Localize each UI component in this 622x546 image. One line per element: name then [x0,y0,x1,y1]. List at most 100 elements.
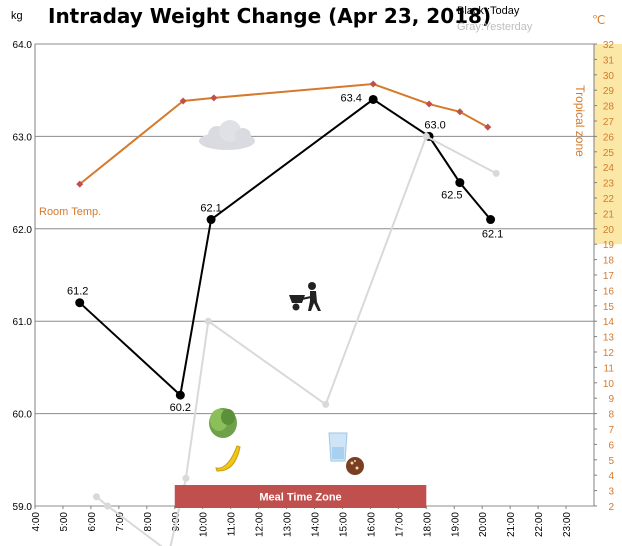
room-temp-label: Room Temp. [39,206,101,218]
yesterday-point-6 [422,132,430,140]
data-label-0: 61.2 [67,286,88,298]
lettuce-icon [209,408,237,438]
left-axis-unit: kg [11,10,23,22]
temp-point-4 [425,100,433,108]
data-label-2: 62.1 [200,203,221,215]
data-label-3: 63.4 [340,92,361,104]
meal-time-zone: Meal Time Zone [174,485,427,508]
temp-point-2 [210,94,218,102]
y2-tick-label-16: 18 [603,256,615,267]
series-line-yesterday [95,134,497,546]
y2-tick-label-18: 20 [603,225,615,236]
y2-tick-label-6: 8 [608,410,614,421]
legend-yesterday: Gray:Yesterday [457,21,533,33]
y2-tick-label-15: 17 [603,271,615,282]
x-tick-label-7: 11:00 [227,512,238,537]
y-tick-label-0: 59.0 [13,502,33,513]
yesterday-point-0 [92,493,100,501]
y2-tick-label-26: 28 [603,102,615,113]
temp-point-1 [179,97,187,105]
tropical-zone-band [594,44,622,245]
axes: 59.060.061.062.063.064.02345678910111213… [13,40,615,537]
x-tick-label-15: 19:00 [450,512,461,537]
today-point-0 [75,298,85,308]
y2-tick-label-1: 3 [608,487,614,498]
x-tick-label-2: 6:00 [87,512,98,532]
wheelbarrow-worker-icon [289,282,321,311]
series-line-today [79,98,492,398]
x-tick-label-17: 21:00 [506,512,517,537]
y2-tick-label-2: 4 [608,471,614,482]
y2-tick-label-11: 13 [603,333,615,344]
y2-tick-label-22: 24 [603,163,615,174]
y2-tick-label-9: 11 [604,363,615,374]
y-tick-label-2: 61.0 [13,317,33,328]
temp-point-5 [456,108,464,116]
y2-tick-label-8: 10 [603,379,615,390]
y-tick-label-5: 64.0 [13,40,33,51]
y2-tick-label-0: 2 [608,502,614,513]
y2-tick-label-19: 21 [603,209,615,220]
x-tick-label-1: 5:00 [59,512,70,532]
legend-today: Black :Today [457,5,520,17]
x-tick-label-16: 20:00 [478,512,489,537]
x-tick-label-12: 16:00 [366,512,377,537]
x-tick-label-0: 4:00 [31,512,42,532]
data-labels: 61.2 60.2 62.1 63.4 63.0 62.5 62.1 [67,92,503,414]
temp-point-0 [76,180,84,188]
x-tick-label-6: 10:00 [199,512,210,537]
x-tick-label-4: 8:00 [143,512,154,532]
y2-tick-label-27: 29 [603,86,615,97]
today-point-3 [368,94,378,104]
y2-tick-label-21: 23 [603,179,615,190]
meal-zone-label: Meal Time Zone [259,492,341,504]
chart-title: Intraday Weight Change (Apr 23, 2018) [48,4,491,28]
y2-tick-label-4: 6 [608,440,614,451]
x-tick-label-13: 17:00 [394,512,405,537]
cloud-icon [199,120,255,150]
banana-icon [215,445,241,472]
x-tick-label-19: 23:00 [562,512,573,537]
data-label-4: 63.0 [424,119,445,131]
x-tick-label-18: 22:00 [534,512,545,537]
y2-tick-label-20: 22 [603,194,615,205]
today-point-6 [486,215,496,225]
tropical-zone-label: Tropical zone [573,85,587,157]
y2-tick-label-28: 30 [603,71,615,82]
x-tick-label-3: 7:00 [115,512,126,532]
y2-tick-label-30: 32 [603,40,615,51]
yesterday-point-3 [182,474,190,482]
right-axis-unit: ℃ [592,13,605,27]
y2-tick-label-14: 16 [603,286,615,297]
y2-tick-label-7: 9 [608,394,614,405]
x-tick-label-11: 15:00 [338,512,349,537]
y2-tick-label-3: 5 [608,456,614,467]
y-tick-label-4: 63.0 [13,132,33,143]
x-tick-label-9: 13:00 [283,512,294,537]
today-point-5 [455,178,465,188]
y2-tick-label-24: 26 [603,132,615,143]
today-point-1 [175,390,185,400]
x-tick-label-8: 12:00 [255,512,266,537]
yesterday-point-1 [104,502,112,510]
y2-tick-label-17: 19 [603,240,615,251]
y-tick-label-3: 62.0 [13,225,33,236]
series-layer [75,80,500,546]
y2-tick-label-13: 15 [603,302,615,313]
data-label-1: 60.2 [170,402,191,414]
y-tick-label-1: 60.0 [13,410,33,421]
yesterday-point-7 [492,169,500,177]
today-point-2 [206,215,216,225]
cookies-icon [346,457,364,475]
data-label-6: 62.1 [482,229,503,241]
y2-tick-label-10: 12 [603,348,615,359]
tropical-zone-band [594,44,622,245]
y2-tick-label-23: 25 [603,148,615,159]
x-tick-label-14: 18:00 [422,512,433,537]
y2-tick-label-29: 31 [603,55,615,66]
gridlines [35,43,594,507]
y2-tick-label-5: 7 [608,425,614,436]
yesterday-point-5 [322,400,330,408]
temp-point-3 [369,80,377,88]
